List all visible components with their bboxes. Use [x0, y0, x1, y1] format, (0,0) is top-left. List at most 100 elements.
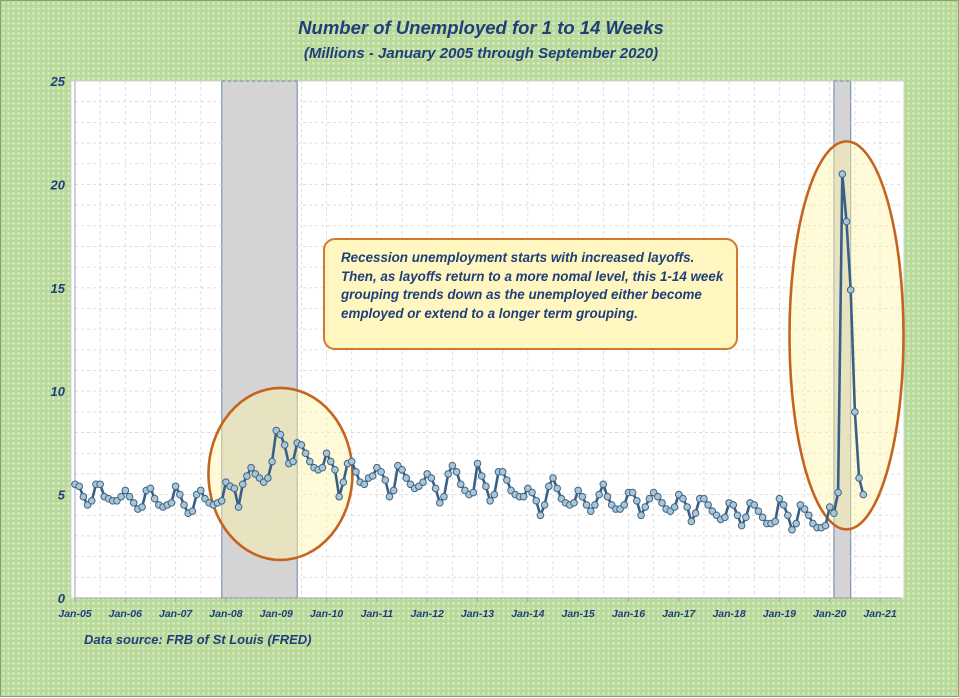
data-point [469, 488, 478, 497]
data-source-note: Data source: FRB of St Louis (FRED) [84, 632, 312, 647]
data-point [586, 507, 595, 515]
data-point [771, 517, 780, 526]
y-tick-label: 15 [51, 281, 66, 296]
data-point [264, 474, 272, 482]
data-point [758, 513, 767, 522]
data-point [339, 478, 348, 486]
data-point [490, 490, 499, 499]
x-tick-label: Jan-15 [562, 608, 595, 620]
data-point [276, 430, 285, 439]
data-point [238, 480, 247, 489]
data-point [679, 494, 687, 503]
x-axis: Jan-05 Jan-06 Jan-07 Jan-08 Jan-09 Jan-10 Jan-… [58, 598, 897, 620]
data-point [87, 497, 96, 505]
data-point [700, 494, 708, 503]
data-point [498, 468, 507, 476]
data-point [834, 488, 842, 497]
data-point [230, 484, 239, 493]
highlight-ellipses [207, 140, 905, 562]
data-point [729, 501, 738, 509]
highlight-ellipse [207, 386, 354, 562]
y-tick-label: 10 [51, 384, 66, 399]
x-tick-label: Jan-14 [511, 608, 544, 620]
data-point [326, 457, 335, 466]
data-point [188, 507, 197, 515]
data-point [352, 468, 360, 476]
data-point [855, 474, 863, 482]
data-point [591, 501, 599, 509]
data-point [687, 517, 696, 526]
data-point [360, 480, 369, 489]
data-point [620, 501, 629, 509]
data-point [633, 497, 641, 505]
data-point [859, 490, 868, 499]
data-point [398, 465, 406, 474]
data-point [440, 492, 448, 501]
data-point [247, 463, 255, 472]
data-point [503, 476, 511, 484]
recession-band [221, 80, 298, 599]
data-point [532, 497, 541, 505]
x-tick-label: Jan-12 [411, 608, 444, 620]
data-point [528, 488, 536, 497]
data-point [658, 499, 666, 507]
data-point [368, 472, 377, 480]
x-tick-label: Jan-21 [863, 608, 896, 620]
data-point [553, 484, 561, 493]
data-point [419, 478, 427, 486]
chart-title: Number of Unemployed for 1 to 14 Weeks [298, 17, 664, 38]
data-point [804, 511, 813, 520]
data-point [448, 461, 457, 470]
data-point [846, 286, 855, 294]
data-point [234, 503, 243, 511]
annotation-text: Recession unemployment starts with incre… [341, 250, 724, 321]
data-point [79, 492, 88, 501]
y-tick-label: 5 [58, 488, 66, 503]
data-point [775, 494, 784, 503]
data-point [721, 513, 729, 522]
data-point [117, 492, 125, 501]
x-tick-label: Jan-09 [260, 608, 293, 620]
x-tick-label: Jan-13 [461, 608, 494, 620]
data-point [582, 501, 591, 509]
series-group [71, 170, 868, 534]
y-tick-label: 25 [50, 74, 66, 89]
data-point [536, 511, 545, 520]
x-tick-label: Jan-20 [813, 608, 846, 620]
data-point [402, 474, 411, 482]
data-point [268, 457, 276, 466]
data-point [540, 501, 549, 509]
data-point [519, 492, 528, 501]
data-point [654, 492, 662, 501]
data-point [733, 511, 742, 520]
data-point [549, 474, 557, 482]
data-point [435, 499, 444, 507]
data-point [150, 494, 159, 503]
x-tick-label: Jan-06 [109, 608, 142, 620]
data-point [851, 408, 859, 416]
data-point [783, 511, 792, 520]
data-point [792, 519, 800, 528]
data-point [637, 511, 645, 520]
data-point [641, 503, 650, 511]
data-point [331, 465, 339, 474]
data-point [146, 484, 155, 493]
data-point [129, 499, 138, 507]
x-tick-label: Jan-08 [209, 608, 242, 620]
data-point [691, 509, 700, 518]
data-point [138, 503, 146, 511]
data-point [830, 509, 838, 518]
data-point [599, 480, 608, 489]
data-point [389, 486, 398, 495]
data-point [385, 492, 394, 501]
data-point [821, 521, 830, 530]
annotation-box: Recession unemployment starts with incre… [323, 238, 738, 350]
highlight-ellipse [788, 140, 905, 531]
data-point [544, 482, 553, 491]
x-tick-label: Jan-10 [310, 608, 343, 620]
data-point [444, 470, 452, 478]
data-point [180, 501, 188, 509]
data-point [196, 486, 205, 495]
data-point [477, 472, 486, 480]
data-point [670, 503, 679, 511]
